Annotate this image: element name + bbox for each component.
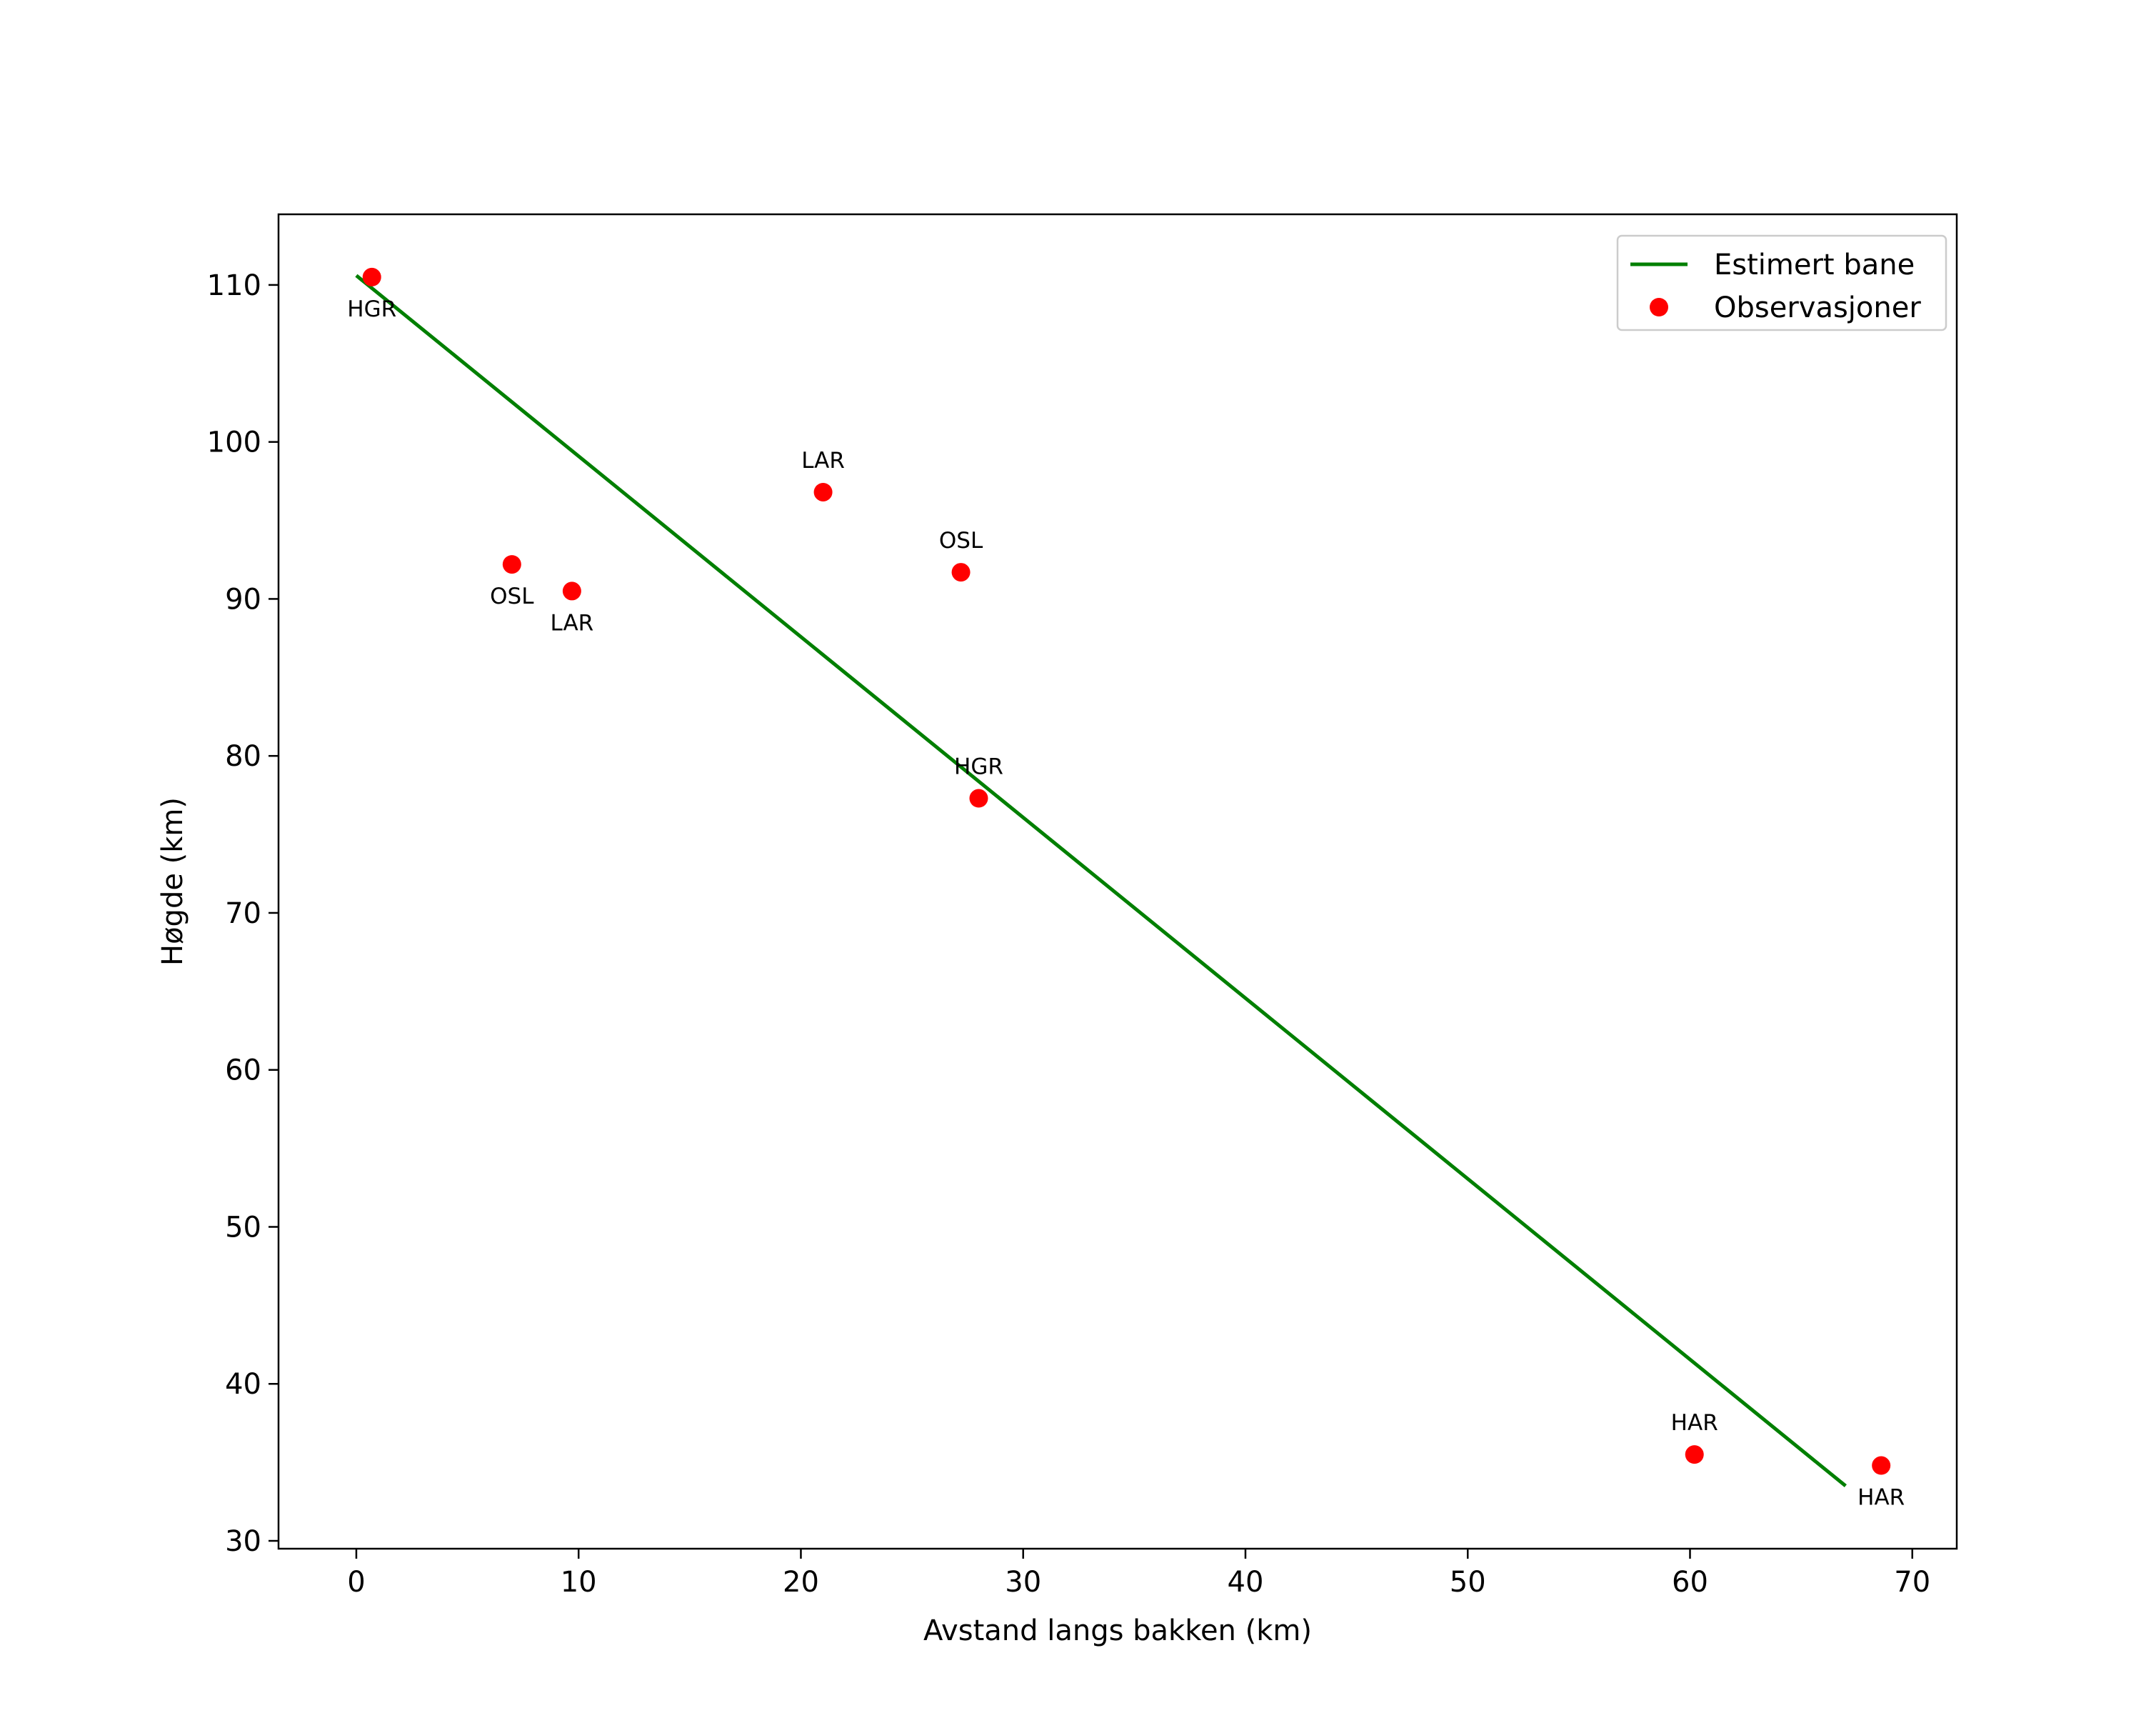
observation-label: HGR [954,754,1003,780]
observation-point [1872,1456,1891,1475]
legend: Estimert bane Observasjoner [1616,234,1947,331]
x-tick-label: 10 [561,1566,597,1599]
y-axis-label: Høgde (km) [156,797,189,966]
y-tick-label: 40 [225,1368,261,1401]
x-tick-label: 30 [1005,1566,1041,1599]
x-tick-label: 50 [1450,1566,1486,1599]
x-tick-label: 60 [1672,1566,1708,1599]
x-tick-label: 20 [783,1566,819,1599]
observation-point [951,563,971,582]
observation-label: HAR [1671,1410,1718,1436]
y-tick-label: 80 [225,740,261,773]
axes-layer: 0 10 20 30 40 50 60 70 30 40 50 60 70 80 90 100 110 [207,269,1931,1599]
observation-label: LAR [801,448,845,474]
observation-label: OSL [939,528,983,554]
x-tick-label: 40 [1228,1566,1264,1599]
y-tick-label: 100 [207,426,261,459]
y-tick-label: 70 [225,897,261,930]
y-tick-label: 60 [225,1054,261,1087]
legend-entry-estimert-bane: Estimert bane [1714,249,1915,281]
plot-layer: HGR OSL LAR LAR OSL HGR HAR HAR [347,267,1905,1511]
x-axis-label: Avstand langs bakken (km) [923,1614,1312,1647]
legend-entry-observasjoner: Observasjoner [1714,291,1921,324]
x-tick-label: 0 [347,1566,365,1599]
observation-point [362,267,381,286]
observation-point [969,789,988,808]
observation-label: LAR [550,610,593,636]
y-tick-label: 110 [207,269,261,302]
y-tick-label: 50 [225,1211,261,1244]
y-tick-label: 30 [225,1525,261,1558]
legend-point-swatch [1650,298,1668,316]
legend-box [1616,234,1947,331]
estimated-trajectory-line [355,274,1847,1488]
plot-frame [277,213,1958,1550]
observation-label: HGR [347,296,396,322]
observation-point [1685,1445,1704,1464]
x-tick-label: 70 [1894,1566,1930,1599]
y-tick-label: 90 [225,583,261,616]
observation-label: HAR [1857,1485,1905,1511]
observation-point [813,482,833,501]
observation-point [502,555,521,574]
observation-label: OSL [490,584,534,609]
observation-point [562,581,581,601]
